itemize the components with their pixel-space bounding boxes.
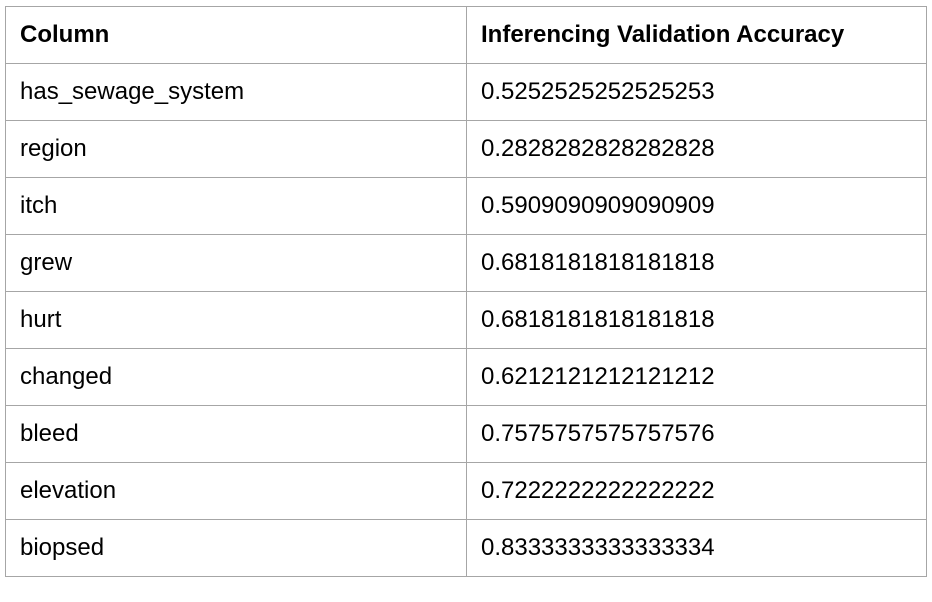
accuracy-cell: 0.5252525252525253 [466,63,927,121]
accuracy-cell: 0.2828282828282828 [466,120,927,178]
table-body: has_sewage_system 0.5252525252525253 reg… [5,63,927,577]
header-column: Column [5,6,467,64]
accuracy-table: Column Inferencing Validation Accuracy h… [5,6,927,577]
accuracy-cell: 0.6818181818181818 [466,291,927,349]
table-row: biopsed 0.8333333333333334 [5,519,927,577]
table-row: itch 0.5909090909090909 [5,177,927,235]
column-name-cell: region [5,120,467,178]
table-row: changed 0.6212121212121212 [5,348,927,406]
column-name-cell: grew [5,234,467,292]
column-name-cell: bleed [5,405,467,463]
accuracy-cell: 0.5909090909090909 [466,177,927,235]
table-row: has_sewage_system 0.5252525252525253 [5,63,927,121]
accuracy-cell: 0.6212121212121212 [466,348,927,406]
column-name-cell: changed [5,348,467,406]
column-name-cell: itch [5,177,467,235]
accuracy-cell: 0.6818181818181818 [466,234,927,292]
table-row: hurt 0.6818181818181818 [5,291,927,349]
column-name-cell: elevation [5,462,467,520]
header-inferencing-validation-accuracy: Inferencing Validation Accuracy [466,6,927,64]
column-name-cell: biopsed [5,519,467,577]
accuracy-cell: 0.8333333333333334 [466,519,927,577]
table-row: grew 0.6818181818181818 [5,234,927,292]
table-row: elevation 0.7222222222222222 [5,462,927,520]
accuracy-cell: 0.7575757575757576 [466,405,927,463]
accuracy-cell: 0.7222222222222222 [466,462,927,520]
table-row: bleed 0.7575757575757576 [5,405,927,463]
column-name-cell: hurt [5,291,467,349]
header-row: Column Inferencing Validation Accuracy [5,6,927,64]
table-row: region 0.2828282828282828 [5,120,927,178]
column-name-cell: has_sewage_system [5,63,467,121]
table-header: Column Inferencing Validation Accuracy [5,6,927,64]
